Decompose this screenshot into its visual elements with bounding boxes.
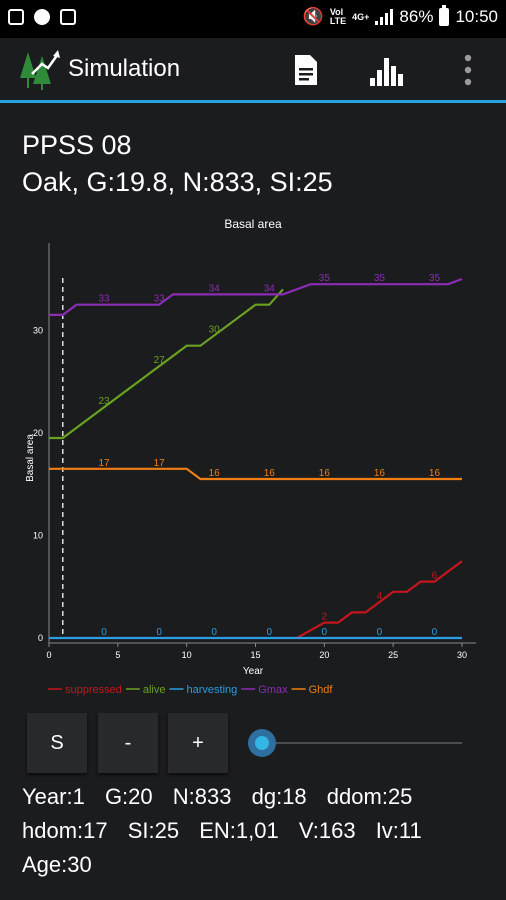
data-label-gmax: 35: [429, 273, 441, 284]
data-label-gmax: 34: [209, 283, 221, 294]
y-tick-label: 10: [33, 530, 43, 540]
data-label-ghdf: 16: [374, 468, 386, 479]
app-title: Simulation: [68, 55, 181, 82]
x-tick-label: 10: [182, 650, 192, 660]
data-label-harvesting: 0: [377, 627, 383, 638]
data-label-suppressed: 6: [432, 571, 438, 582]
minus-button[interactable]: -: [98, 713, 158, 773]
data-label-ghdf: 16: [429, 468, 441, 479]
data-label-suppressed: 2: [322, 612, 328, 623]
data-label-ghdf: 16: [319, 468, 331, 479]
y-tick-label: 20: [33, 428, 43, 438]
info-ddom: ddom:25: [326, 784, 413, 809]
x-tick-label: 0: [46, 650, 51, 660]
clock: 10:50: [455, 7, 498, 26]
data-label-harvesting: 0: [156, 627, 162, 638]
series-line-gmax: [49, 277, 463, 316]
x-tick-label: 5: [115, 650, 120, 660]
legend-label-harvesting: harvesting: [187, 684, 238, 696]
image-notification-icon: [8, 9, 24, 25]
y-axis-label: Basal area: [25, 434, 36, 482]
info-year: Year:1: [22, 784, 85, 809]
y-tick-label: 0: [38, 633, 43, 643]
data-label-harvesting: 0: [432, 627, 438, 638]
legend-label-gmax: Gmax: [258, 684, 288, 696]
info-si: SI:25: [127, 818, 180, 843]
year-slider-thumb[interactable]: [248, 729, 276, 757]
volte-indicator: Vol LTE: [329, 7, 347, 26]
bar-chart-icon[interactable]: [368, 52, 408, 88]
s-button[interactable]: S: [27, 713, 87, 773]
document-icon[interactable]: [286, 52, 326, 88]
x-tick-label: 25: [388, 650, 398, 660]
data-label-gmax: 34: [264, 283, 276, 294]
info-en: EN:1,01: [199, 818, 279, 843]
data-label-harvesting: 0: [101, 627, 107, 638]
battery-icon: [439, 5, 450, 26]
info-n: N:833: [172, 784, 232, 809]
app-bar: Simulation: [0, 38, 506, 103]
info-line-3: Age:30: [22, 852, 106, 878]
series-line-alive: [49, 288, 284, 440]
x-tick-label: 15: [250, 650, 260, 660]
data-label-ghdf: 16: [209, 468, 221, 479]
legend-label-suppressed: suppressed: [65, 684, 122, 696]
series-line-suppressed: [296, 560, 463, 639]
legend-label-ghdf: Ghdf: [309, 684, 334, 696]
face-notification-icon: [34, 9, 50, 25]
network-type-indicator: 4G+: [352, 11, 370, 22]
info-line-2: hdom:17 SI:25 EN:1,01 V:163 Iv:11: [22, 818, 436, 844]
data-label-harvesting: 0: [211, 627, 217, 638]
checklist-notification-icon: [60, 9, 76, 25]
x-tick-label: 30: [457, 650, 467, 660]
notification-icons: [8, 9, 76, 25]
plus-button[interactable]: +: [168, 713, 228, 773]
info-age: Age:30: [22, 852, 92, 877]
x-tick-label: 20: [319, 650, 329, 660]
data-label-gmax: 35: [319, 273, 331, 284]
system-status: 🔇 Vol LTE 4G+ 86% 10:50: [302, 5, 498, 27]
data-label-alive: 27: [154, 355, 166, 366]
x-axis-label: Year: [243, 666, 264, 677]
basal-area-chart: Basal area Basal area Year 0 5 10 15 20 25 30 0…: [0, 205, 506, 705]
legend-label-alive: alive: [143, 684, 166, 696]
overflow-menu-icon[interactable]: [448, 52, 488, 88]
info-line-1: Year:1 G:20 N:833 dg:18 ddom:25: [22, 784, 426, 810]
status-bar: 🔇 Vol LTE 4G+ 86% 10:50: [0, 0, 506, 38]
y-tick-label: 30: [33, 325, 43, 335]
data-label-gmax: 33: [154, 294, 166, 305]
info-v: V:163: [298, 818, 356, 843]
plot-name: PPSS 08: [22, 130, 132, 160]
year-slider-track[interactable]: [262, 742, 462, 744]
data-label-suppressed: 4: [377, 591, 383, 602]
signal-icon: [375, 9, 394, 25]
info-dg: dg:18: [251, 784, 307, 809]
battery-percent: 86%: [399, 7, 434, 26]
data-label-alive: 23: [99, 396, 111, 407]
stand-summary: Oak, G:19.8, N:833, SI:25: [22, 167, 333, 197]
data-label-ghdf: 17: [154, 458, 166, 469]
data-label-harvesting: 0: [266, 627, 272, 638]
data-label-ghdf: 16: [264, 468, 276, 479]
chart-svg: Basal area Basal area Year 0 5 10 15 20 25 300…: [25, 217, 476, 696]
chart-title: Basal area: [224, 217, 282, 231]
info-g: G:20: [104, 784, 153, 809]
data-label-harvesting: 0: [322, 627, 328, 638]
data-label-ghdf: 17: [99, 458, 111, 469]
data-label-gmax: 35: [374, 273, 386, 284]
data-label-alive: 30: [209, 324, 221, 335]
info-hdom: hdom:17: [22, 818, 108, 843]
forest-logo-icon: [20, 50, 60, 90]
info-iv: Iv:11: [375, 818, 422, 843]
series-line-ghdf: [49, 467, 462, 481]
data-label-gmax: 33: [99, 294, 111, 305]
mute-icon: 🔇: [302, 7, 324, 26]
